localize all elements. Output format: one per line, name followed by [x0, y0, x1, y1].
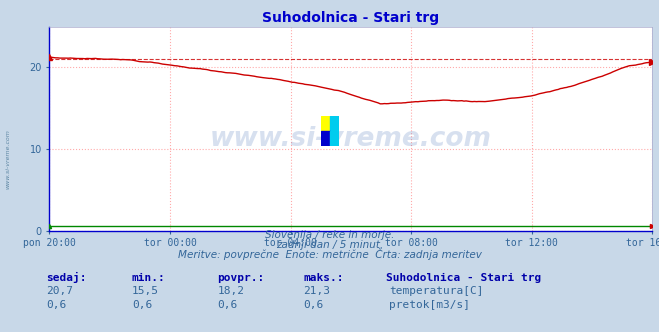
- Text: 0,6: 0,6: [46, 300, 67, 310]
- Text: 18,2: 18,2: [217, 287, 244, 296]
- Text: sedaj:: sedaj:: [46, 272, 86, 283]
- Text: Meritve: povprečne  Enote: metrične  Črta: zadnja meritev: Meritve: povprečne Enote: metrične Črta:…: [177, 248, 482, 260]
- Text: 0,6: 0,6: [303, 300, 324, 310]
- Bar: [330, 116, 339, 131]
- Text: temperatura[C]: temperatura[C]: [389, 287, 483, 296]
- Text: 0,6: 0,6: [132, 300, 152, 310]
- Text: 15,5: 15,5: [132, 287, 159, 296]
- Text: www.si-vreme.com: www.si-vreme.com: [210, 126, 492, 152]
- Bar: [330, 131, 339, 146]
- Title: Suhodolnica - Stari trg: Suhodolnica - Stari trg: [262, 11, 440, 25]
- Bar: [321, 116, 330, 131]
- Bar: [321, 131, 330, 146]
- Text: pretok[m3/s]: pretok[m3/s]: [389, 300, 470, 310]
- Text: min.:: min.:: [132, 273, 165, 283]
- Text: www.si-vreme.com: www.si-vreme.com: [5, 129, 11, 189]
- Text: 0,6: 0,6: [217, 300, 238, 310]
- Text: povpr.:: povpr.:: [217, 273, 265, 283]
- Text: maks.:: maks.:: [303, 273, 343, 283]
- Text: 21,3: 21,3: [303, 287, 330, 296]
- Text: 20,7: 20,7: [46, 287, 73, 296]
- Text: zadnji dan / 5 minut.: zadnji dan / 5 minut.: [276, 240, 383, 250]
- Text: Suhodolnica - Stari trg: Suhodolnica - Stari trg: [386, 273, 541, 283]
- Text: Slovenija / reke in morje.: Slovenija / reke in morje.: [265, 230, 394, 240]
